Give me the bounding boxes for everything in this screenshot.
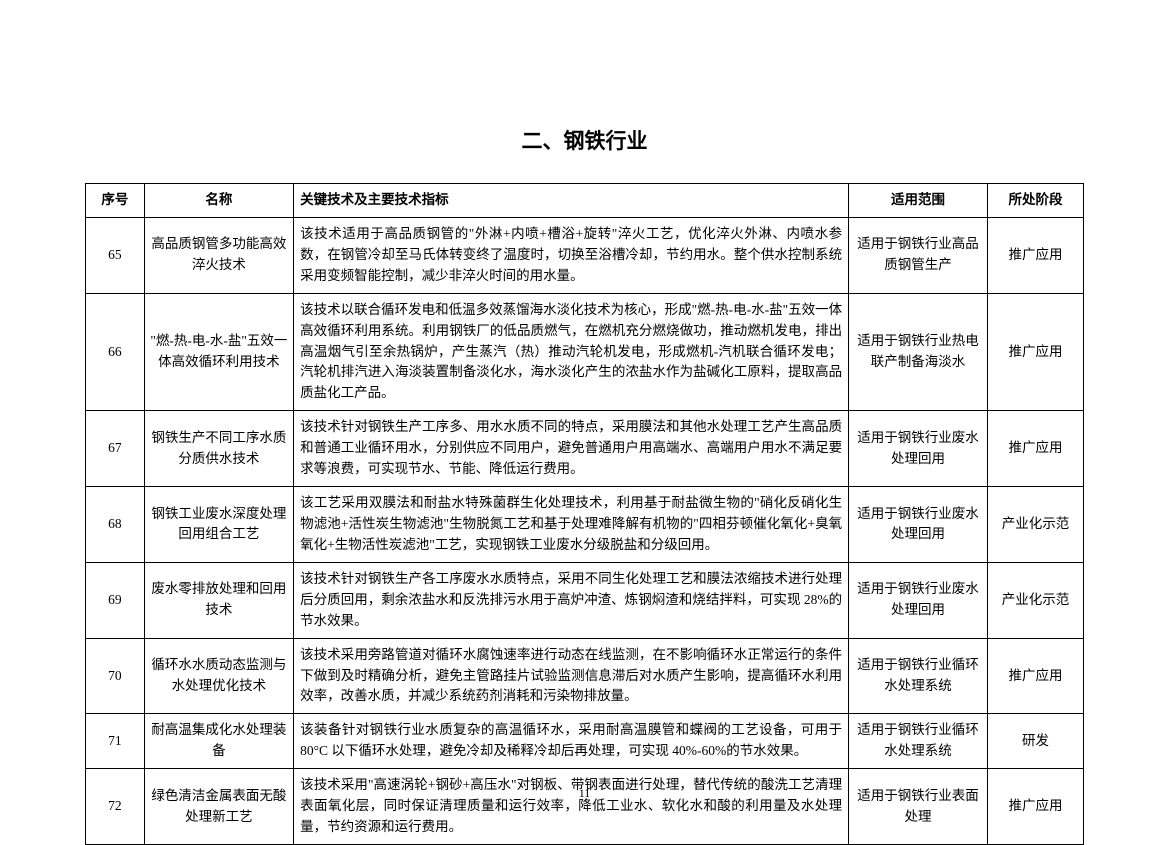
cell-stage: 产业化示范 [987, 562, 1083, 638]
table-row: 68钢铁工业废水深度处理回用组合工艺该工艺采用双膜法和耐盐水特殊菌群生化处理技术… [86, 487, 1084, 563]
cell-desc: 该技术适用于高品质钢管的"外淋+内喷+槽浴+旋转"淬火工艺，优化淬火外淋、内喷水… [294, 217, 849, 293]
cell-name: 钢铁生产不同工序水质分质供水技术 [144, 411, 293, 487]
table-row: 72绿色清洁金属表面无酸处理新工艺该技术采用"高速涡轮+钢砂+高压水"对钢板、带… [86, 769, 1084, 845]
table-row: 66"燃-热-电-水-盐"五效一体高效循环利用技术该技术以联合循环发电和低温多效… [86, 293, 1084, 411]
table-row: 67钢铁生产不同工序水质分质供水技术该技术针对钢铁生产工序多、用水水质不同的特点… [86, 411, 1084, 487]
cell-desc: 该技术针对钢铁生产工序多、用水水质不同的特点，采用膜法和其他水处理工艺产生高品质… [294, 411, 849, 487]
cell-num: 70 [86, 638, 145, 714]
table-row: 70循环水水质动态监测与水处理优化技术该技术采用旁路管道对循环水腐蚀速率进行动态… [86, 638, 1084, 714]
cell-num: 69 [86, 562, 145, 638]
cell-desc: 该装备针对钢铁行业水质复杂的高温循环水，采用耐高温膜管和蝶阀的工艺设备，可用于8… [294, 714, 849, 769]
page-number: 11 [0, 786, 1169, 801]
cell-desc: 该技术针对钢铁生产各工序废水水质特点，采用不同生化处理工艺和膜法浓缩技术进行处理… [294, 562, 849, 638]
cell-stage: 推广应用 [987, 217, 1083, 293]
cell-scope: 适用于钢铁行业表面处理 [849, 769, 988, 845]
cell-scope: 适用于钢铁行业循环水处理系统 [849, 638, 988, 714]
cell-num: 67 [86, 411, 145, 487]
cell-name: 高品质钢管多功能高效淬火技术 [144, 217, 293, 293]
cell-desc: 该工艺采用双膜法和耐盐水特殊菌群生化处理技术，利用基于耐盐微生物的"硝化反硝化生… [294, 487, 849, 563]
section-title: 二、钢铁行业 [85, 125, 1084, 155]
header-scope: 适用范围 [849, 184, 988, 218]
cell-stage: 推广应用 [987, 411, 1083, 487]
cell-scope: 适用于钢铁行业循环水处理系统 [849, 714, 988, 769]
cell-scope: 适用于钢铁行业废水处理回用 [849, 487, 988, 563]
cell-stage: 推广应用 [987, 638, 1083, 714]
cell-num: 68 [86, 487, 145, 563]
cell-name: 耐高温集成化水处理装备 [144, 714, 293, 769]
table-body: 65高品质钢管多功能高效淬火技术该技术适用于高品质钢管的"外淋+内喷+槽浴+旋转… [86, 217, 1084, 844]
table-row: 71耐高温集成化水处理装备该装备针对钢铁行业水质复杂的高温循环水，采用耐高温膜管… [86, 714, 1084, 769]
cell-name: 废水零排放处理和回用技术 [144, 562, 293, 638]
cell-scope: 适用于钢铁行业热电联产制备海淡水 [849, 293, 988, 411]
header-name: 名称 [144, 184, 293, 218]
cell-name: "燃-热-电-水-盐"五效一体高效循环利用技术 [144, 293, 293, 411]
table-row: 69废水零排放处理和回用技术该技术针对钢铁生产各工序废水水质特点，采用不同生化处… [86, 562, 1084, 638]
table-row: 65高品质钢管多功能高效淬火技术该技术适用于高品质钢管的"外淋+内喷+槽浴+旋转… [86, 217, 1084, 293]
cell-stage: 研发 [987, 714, 1083, 769]
cell-name: 循环水水质动态监测与水处理优化技术 [144, 638, 293, 714]
cell-stage: 推广应用 [987, 293, 1083, 411]
header-num: 序号 [86, 184, 145, 218]
header-stage: 所处阶段 [987, 184, 1083, 218]
header-desc: 关键技术及主要技术指标 [294, 184, 849, 218]
cell-desc: 该技术采用旁路管道对循环水腐蚀速率进行动态在线监测，在不影响循环水正常运行的条件… [294, 638, 849, 714]
cell-stage: 产业化示范 [987, 487, 1083, 563]
cell-num: 66 [86, 293, 145, 411]
cell-scope: 适用于钢铁行业废水处理回用 [849, 562, 988, 638]
table-header-row: 序号 名称 关键技术及主要技术指标 适用范围 所处阶段 [86, 184, 1084, 218]
cell-num: 72 [86, 769, 145, 845]
cell-stage: 推广应用 [987, 769, 1083, 845]
cell-num: 65 [86, 217, 145, 293]
cell-desc: 该技术以联合循环发电和低温多效蒸馏海水淡化技术为核心，形成"燃-热-电-水-盐"… [294, 293, 849, 411]
tech-table: 序号 名称 关键技术及主要技术指标 适用范围 所处阶段 65高品质钢管多功能高效… [85, 183, 1084, 845]
cell-name: 绿色清洁金属表面无酸处理新工艺 [144, 769, 293, 845]
cell-scope: 适用于钢铁行业高品质钢管生产 [849, 217, 988, 293]
cell-num: 71 [86, 714, 145, 769]
cell-scope: 适用于钢铁行业废水处理回用 [849, 411, 988, 487]
cell-name: 钢铁工业废水深度处理回用组合工艺 [144, 487, 293, 563]
cell-desc: 该技术采用"高速涡轮+钢砂+高压水"对钢板、带钢表面进行处理，替代传统的酸洗工艺… [294, 769, 849, 845]
